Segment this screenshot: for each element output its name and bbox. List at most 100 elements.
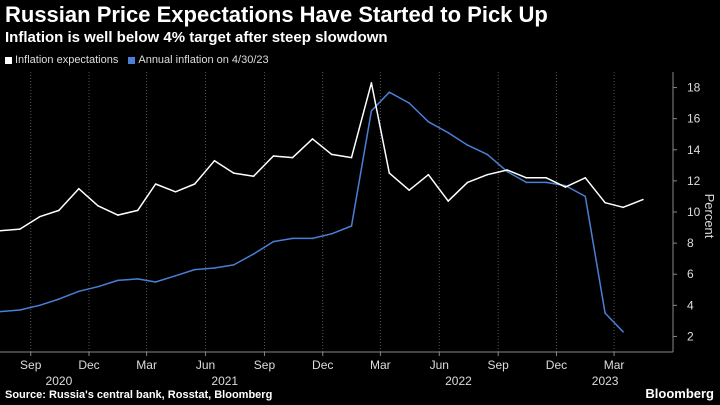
series-point-expectations-19 — [370, 82, 373, 84]
x-tick-label-5: Dec — [312, 358, 333, 372]
series-point-expectations-21 — [408, 189, 410, 192]
series-point-expectations-15 — [291, 156, 294, 159]
series-point-inflation-13 — [252, 253, 255, 255]
series-point-inflation-25 — [486, 153, 489, 156]
series-point-inflation-20 — [388, 91, 391, 94]
series-point-expectations-28 — [545, 176, 548, 179]
series-point-expectations-22 — [427, 173, 430, 176]
series-point-inflation-10 — [193, 268, 196, 271]
series-point-expectations-6 — [117, 214, 119, 216]
x-year-label-2: 2022 — [445, 374, 472, 388]
series-point-expectations-25 — [486, 173, 489, 176]
series-point-expectations-26 — [506, 169, 508, 171]
x-tick-label-8: Sep — [488, 358, 510, 372]
x-tick-label-1: Dec — [78, 358, 99, 372]
series-point-inflation-9 — [174, 274, 177, 277]
series-point-expectations-5 — [97, 204, 99, 207]
series-point-inflation-0 — [0, 310, 1, 313]
x-tick-label-9: Dec — [546, 358, 567, 372]
x-tick-label-7: Jun — [430, 358, 449, 372]
series-point-inflation-7 — [136, 278, 139, 280]
x-year-label-3: 2023 — [592, 374, 619, 388]
series-point-expectations-12 — [232, 172, 235, 174]
y-tick-label-4: 10 — [687, 205, 701, 219]
series-point-expectations-4 — [77, 187, 80, 190]
y-tick-label-1: 4 — [687, 298, 694, 312]
x-tick-label-4: Sep — [254, 358, 276, 372]
series-point-expectations-16 — [311, 138, 314, 140]
series-point-expectations-13 — [252, 175, 255, 178]
y-tick-label-5: 12 — [687, 174, 701, 188]
series-point-expectations-23 — [447, 200, 450, 202]
x-tick-label-10: Mar — [604, 358, 625, 372]
source-note: Source: Russia's central bank, Rosstat, … — [5, 389, 273, 401]
series-point-expectations-24 — [466, 181, 469, 184]
series-point-expectations-9 — [174, 190, 177, 193]
legend-swatch-expectations — [5, 56, 12, 64]
series-point-expectations-18 — [350, 156, 353, 159]
series-point-inflation-16 — [311, 237, 314, 240]
series-point-expectations-11 — [213, 159, 216, 162]
series-point-inflation-29 — [564, 184, 567, 187]
series-point-inflation-26 — [506, 170, 508, 173]
y-tick-label-6: 14 — [687, 143, 701, 157]
series-point-inflation-12 — [232, 264, 235, 266]
series-point-inflation-30 — [584, 195, 587, 198]
series-point-inflation-17 — [330, 232, 333, 235]
series-point-inflation-5 — [97, 285, 99, 288]
legend-swatch-inflation — [128, 56, 136, 64]
series-point-inflation-1 — [19, 309, 21, 311]
series-point-inflation-32 — [622, 330, 624, 333]
series-point-inflation-3 — [58, 298, 60, 300]
series-point-expectations-10 — [193, 183, 196, 185]
series-point-inflation-11 — [213, 267, 216, 269]
series-point-expectations-1 — [19, 228, 21, 230]
x-tick-label-3: Jun — [196, 358, 215, 372]
series-point-inflation-21 — [408, 102, 410, 104]
series-point-expectations-31 — [604, 201, 606, 204]
series-point-expectations-17 — [330, 153, 333, 156]
series-point-inflation-15 — [291, 237, 294, 240]
series-point-expectations-27 — [525, 176, 528, 179]
y-tick-label-3: 8 — [687, 236, 694, 250]
legend-label-inflation: Annual inflation on 4/30/23 — [138, 54, 269, 66]
series-point-expectations-20 — [388, 172, 391, 174]
series-point-expectations-8 — [154, 183, 157, 185]
series-line-expectations — [0, 82, 644, 232]
chart-title: Russian Price Expectations Have Started … — [5, 2, 548, 27]
series-point-inflation-23 — [447, 131, 450, 134]
y-tick-label-8: 18 — [687, 81, 701, 95]
series-point-inflation-28 — [545, 181, 548, 184]
series-point-expectations-29 — [564, 186, 567, 188]
series-point-inflation-24 — [466, 144, 469, 146]
x-tick-label-2: Mar — [136, 358, 157, 372]
legend-label-expectations: Inflation expectations — [15, 54, 119, 66]
legend: Inflation expectations Annual inflation … — [5, 54, 279, 66]
legend-item-inflation: Annual inflation on 4/30/23 — [128, 54, 269, 66]
series-point-expectations-2 — [38, 215, 41, 218]
series-point-expectations-0 — [0, 229, 1, 232]
series-line-inflation — [0, 91, 624, 333]
series-point-inflation-8 — [154, 281, 157, 283]
y-axis-label: Percent — [702, 194, 717, 239]
series-point-inflation-27 — [525, 181, 528, 184]
series-point-expectations-3 — [58, 209, 60, 212]
x-tick-label-6: Mar — [370, 358, 391, 372]
series-point-inflation-18 — [350, 225, 353, 227]
series-point-inflation-4 — [77, 290, 80, 293]
series-point-inflation-2 — [38, 304, 41, 307]
chart-subtitle: Inflation is well below 4% target after … — [5, 29, 388, 46]
series-point-expectations-7 — [136, 209, 139, 212]
y-tick-label-7: 16 — [687, 112, 701, 126]
series-point-inflation-19 — [370, 110, 373, 112]
y-tick-label-2: 6 — [687, 267, 694, 281]
series-point-expectations-14 — [272, 155, 275, 157]
x-year-label-0: 2020 — [46, 374, 73, 388]
series-point-inflation-22 — [427, 120, 430, 123]
y-tick-label-0: 2 — [687, 329, 694, 343]
legend-item-expectations: Inflation expectations — [5, 54, 118, 66]
series-point-expectations-33 — [642, 198, 644, 201]
series-point-expectations-32 — [622, 206, 624, 209]
series-point-inflation-6 — [117, 279, 119, 282]
